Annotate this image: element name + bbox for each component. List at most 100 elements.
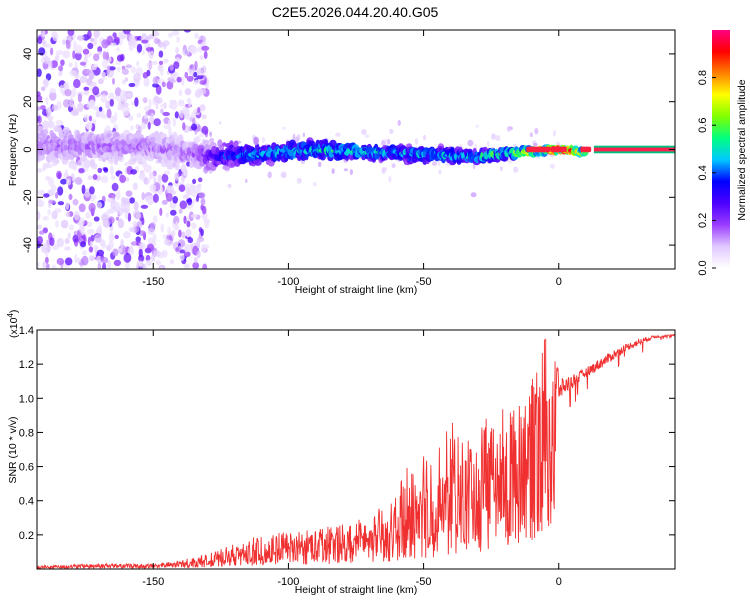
heatmap-cell: [391, 163, 396, 168]
snr-series-line: [37, 333, 675, 569]
heatmap-cell: [89, 84, 93, 92]
heatmap-cell: [60, 178, 68, 185]
heatmap-cell: [127, 247, 135, 256]
heatmap-cell: [101, 241, 107, 250]
heatmap-cell: [77, 93, 82, 103]
heatmap-cell: [83, 159, 92, 168]
heatmap-cell: [102, 262, 107, 269]
heatmap-cell: [57, 186, 64, 196]
heatmap-cell: [110, 42, 117, 47]
heatmap-cell: [64, 238, 70, 245]
heatmap-cell: [204, 220, 210, 229]
heatmap-cell: [145, 259, 152, 267]
snr-ytick-label: 1.4: [19, 325, 34, 337]
heatmap-cell: [56, 257, 65, 266]
heatmap-cell: [79, 61, 86, 66]
colorbar-tick-label: 0.6: [697, 118, 709, 133]
heatmap-cell: [183, 263, 190, 269]
heatmap-cell: [445, 163, 450, 167]
heatmap-cell: [438, 169, 442, 175]
heatmap-cell: [60, 59, 65, 66]
heatmap-cell: [152, 83, 159, 88]
heatmap-cell: [87, 30, 92, 40]
heatmap-cell: [69, 70, 77, 77]
heatmap-cell: [116, 189, 121, 200]
heatmap-cell: [66, 178, 72, 186]
heatmap-cell: [93, 245, 99, 250]
heatmap-cell: [140, 122, 147, 130]
heatmap-cell: [40, 105, 46, 110]
heatmap-cell: [121, 68, 129, 75]
heatmap-cell: [129, 197, 136, 204]
heatmap-cell: [491, 133, 496, 140]
heatmap-cell: [107, 197, 115, 203]
heatmap-cell: [74, 176, 83, 185]
snr-ytick-label: 0.4: [19, 496, 34, 508]
heatmap-cell: [182, 122, 186, 131]
heatmap-cell: [136, 60, 140, 67]
heatmap-cell: [97, 51, 102, 56]
heatmap-cell: [102, 59, 108, 68]
heatmap-cell: [97, 78, 104, 85]
heatmap-cell: [83, 86, 90, 91]
snr-xtick-label: -50: [416, 576, 432, 588]
heatmap-cell: [138, 230, 146, 236]
heatmap-cell: [197, 177, 203, 183]
heatmap-cell: [140, 204, 149, 209]
heatmap-cell: [179, 200, 188, 210]
heatmap-cell: [179, 254, 185, 261]
heatmap-cell: [50, 60, 58, 68]
heatmap-cell: [197, 106, 201, 114]
heatmap-cell: [166, 184, 174, 194]
heatmap-cell: [76, 103, 82, 110]
heatmap-cell: [160, 108, 164, 114]
heatmap-cell: [145, 47, 154, 52]
heatmap-cell: [535, 156, 541, 160]
heatmap-cell: [119, 89, 128, 100]
heatmap-cell: [41, 86, 46, 92]
heatmap-cell: [64, 246, 71, 251]
heatmap-cell: [132, 220, 138, 228]
heatmap-cell: [205, 84, 209, 89]
heatmap-cell: [47, 115, 54, 121]
heatmap-cell: [55, 50, 64, 55]
heatmap-cell: [164, 170, 171, 176]
heatmap-cell: [157, 174, 162, 183]
snr-ylabel: SNR (10 * v/v): [7, 416, 19, 483]
heatmap-cell: [62, 50, 71, 59]
heatmap-cell: [121, 102, 129, 108]
heatmap-ytick-label: -20: [22, 189, 34, 205]
heatmap-cell: [128, 34, 136, 45]
heatmap-cell: [116, 216, 119, 221]
heatmap-cell: [141, 192, 145, 201]
heatmap-cell: [68, 62, 73, 68]
heatmap-cell: [280, 171, 287, 179]
heatmap-xtick-label: -150: [142, 276, 164, 288]
heatmap-cell: [178, 184, 186, 192]
heatmap-cell: [65, 39, 71, 49]
heatmap-cell: [158, 50, 164, 58]
heatmap-cell: [254, 159, 262, 166]
heatmap-cell: [222, 165, 231, 171]
heatmap-cell: [159, 207, 163, 216]
heatmap-cell: [195, 135, 201, 143]
heatmap-cell: [161, 199, 168, 205]
heatmap-cell: [67, 232, 71, 239]
heatmap-cell: [475, 124, 479, 128]
heatmap-cell: [52, 31, 59, 42]
heatmap-cell: [42, 216, 49, 221]
snr-xtick-label: -150: [142, 576, 164, 588]
heatmap-cell: [383, 139, 389, 143]
heatmap-cell: [198, 88, 207, 95]
heatmap-cell: [550, 164, 555, 169]
heatmap-cell: [100, 113, 108, 120]
heatmap-cell: [81, 184, 86, 195]
heatmap-cell: [163, 58, 169, 64]
colorbar: [712, 30, 730, 268]
heatmap-cell: [179, 249, 187, 254]
heatmap-cell: [230, 162, 235, 167]
heatmap-cell: [184, 244, 188, 253]
heatmap-cell: [105, 51, 110, 61]
heatmap-cell: [93, 216, 100, 222]
heatmap-cell: [50, 47, 54, 56]
